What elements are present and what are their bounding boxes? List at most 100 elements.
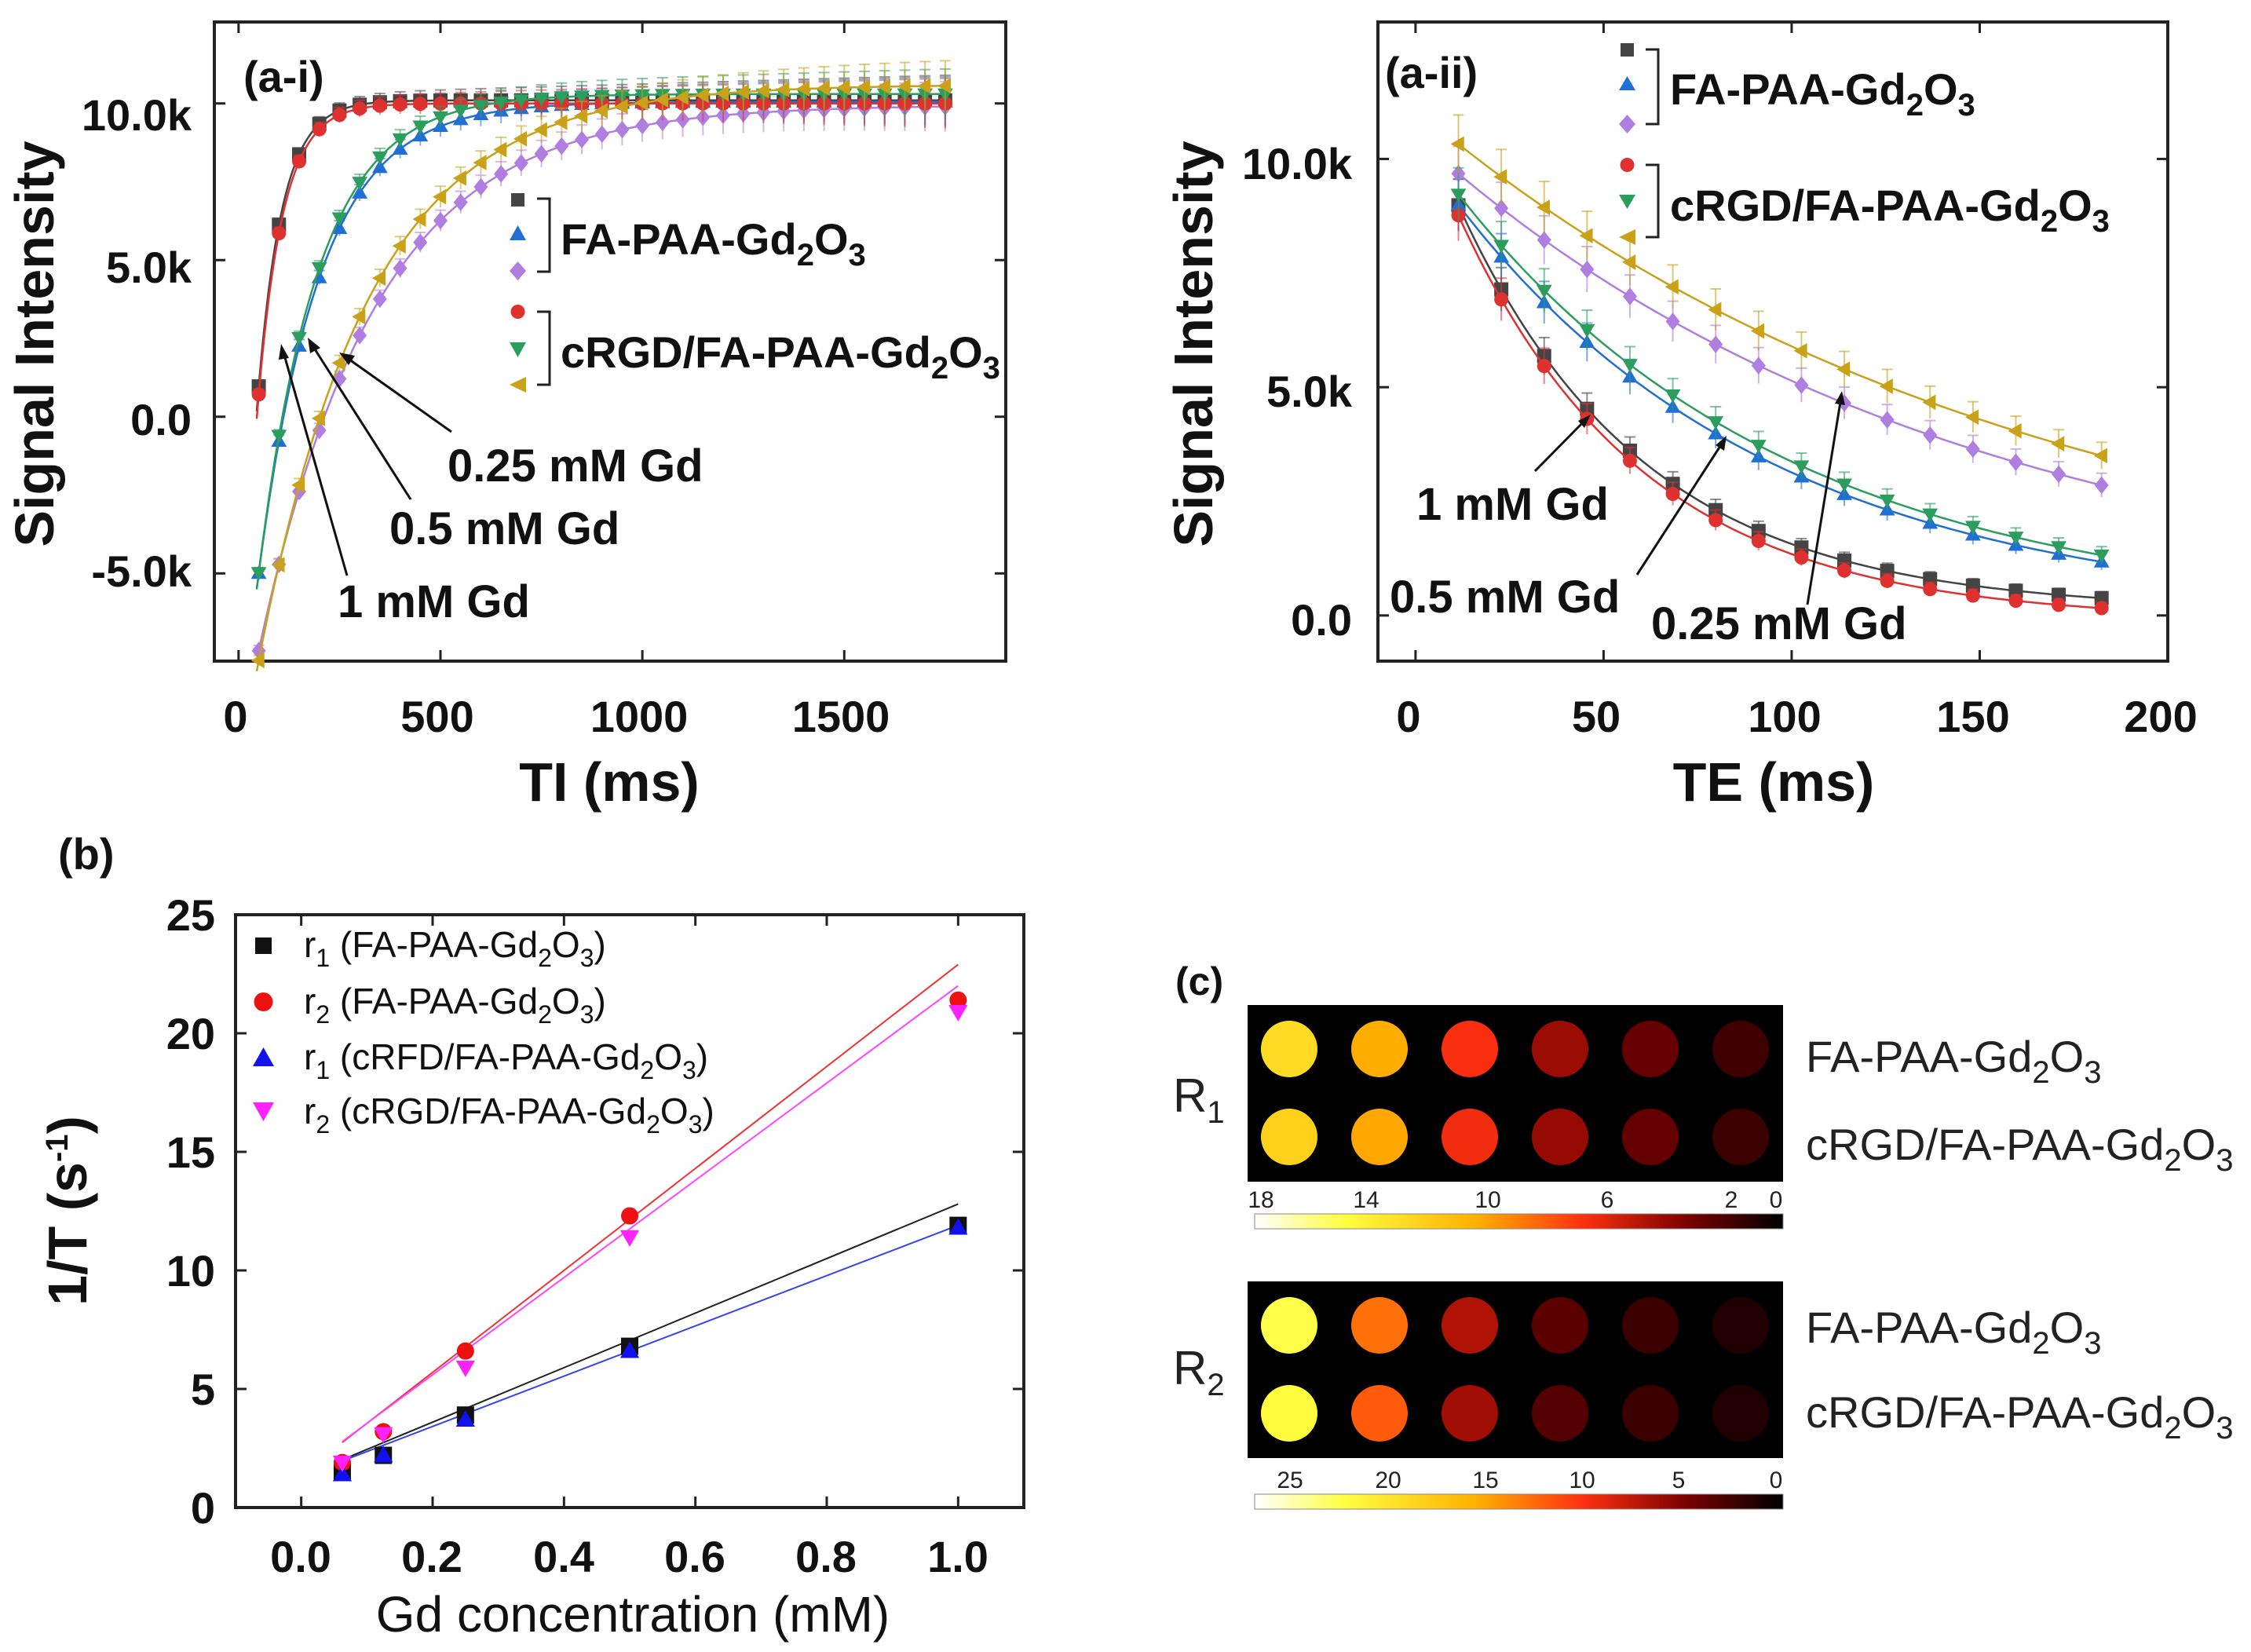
data-point-diamond xyxy=(353,326,367,345)
data-point-triangle-left xyxy=(473,155,487,170)
annotation-arrowhead xyxy=(279,344,289,360)
phantom-well xyxy=(1351,1109,1408,1165)
data-point-diamond xyxy=(655,113,670,132)
x-tick-label: 0.2 xyxy=(401,1532,462,1581)
annotation-arrowhead xyxy=(308,338,320,353)
data-point-circle xyxy=(621,1207,638,1225)
data-point-triangle-left xyxy=(2008,422,2022,439)
legend-marker-triangle-up xyxy=(510,225,526,240)
data-point-triangle-down xyxy=(533,92,550,107)
y-axis-title: Signal Intensity xyxy=(4,141,65,546)
data-point-diamond xyxy=(1622,287,1637,305)
panel-label: (a-ii) xyxy=(1385,48,1478,97)
data-point-triangle-left xyxy=(876,79,890,95)
data-point-triangle-left xyxy=(352,309,366,325)
colorbar xyxy=(1254,1213,1784,1230)
data-point-diamond xyxy=(1880,411,1895,429)
phantom-well xyxy=(1532,1021,1588,1077)
data-point-triangle-down xyxy=(1536,284,1552,298)
data-point-triangle-left xyxy=(513,130,528,147)
colorbar-tick: 18 xyxy=(1248,1187,1273,1213)
data-point-circle xyxy=(272,226,287,241)
phantom-well xyxy=(1712,1021,1769,1077)
data-point-diamond xyxy=(372,290,387,309)
data-point-diamond xyxy=(473,177,488,196)
fit-curve xyxy=(1456,211,2100,609)
data-point-diamond xyxy=(1537,231,1551,249)
legend-marker-square xyxy=(511,193,524,206)
legend: r1 (FA-PAA-Gd2O3) r2 (FA-PAA-Gd2O3) r1 (… xyxy=(253,924,714,1138)
data-point-diamond xyxy=(1494,199,1509,217)
data-point-square xyxy=(1837,553,1852,568)
colorbar xyxy=(1254,1493,1784,1510)
x-axis-title: TE (ms) xyxy=(1673,751,1875,813)
x-tick-label: 500 xyxy=(400,692,473,741)
legend-label: r1 (FA-PAA-Gd2O3) xyxy=(304,924,606,972)
data-point-triangle-down xyxy=(948,1005,968,1022)
row-labels: FA-PAA-Gd2O3 cRGD/FA-PAA-Gd2O3 xyxy=(1806,1303,2233,1446)
data-point-diamond xyxy=(635,116,650,135)
x-tick-label: 200 xyxy=(2124,692,2197,741)
legend-marker-triangle-up xyxy=(1619,76,1635,90)
data-point-triangle-left xyxy=(331,355,345,371)
data-point-triangle-down xyxy=(1836,478,1852,492)
data-point-diamond xyxy=(2052,465,2066,484)
data-point-triangle-left xyxy=(836,79,850,96)
series-group xyxy=(332,963,968,1482)
legend-label: FA-PAA-Gd2O3 xyxy=(561,214,866,272)
colorbar-tick: 25 xyxy=(1277,1467,1303,1493)
y-tick-label: 15 xyxy=(166,1128,215,1177)
data-point-square xyxy=(1751,524,1766,539)
legend-marker-triangle-down xyxy=(510,342,526,357)
data-point-triangle-down xyxy=(2093,549,2110,563)
panel-b: (b) 0.0 0.2 0.4 0.6 0.8 1.0 0 5 10 15 20… xyxy=(37,829,1025,1643)
y-tick-label: -5.0k xyxy=(91,546,192,596)
phantom-well xyxy=(1532,1297,1588,1354)
data-point-triangle-left xyxy=(695,87,709,104)
data-point-triangle-down xyxy=(473,100,489,114)
phantom-well xyxy=(1442,1021,1498,1077)
panel-label: (b) xyxy=(58,829,115,879)
data-point-diamond xyxy=(1751,356,1766,375)
data-point-circle xyxy=(1880,573,1895,588)
data-point-triangle-up xyxy=(331,220,348,234)
data-point-triangle-left xyxy=(594,103,608,119)
data-point-triangle-left xyxy=(1793,342,1807,359)
x-tick-label: 50 xyxy=(1572,692,1621,741)
phantom-well xyxy=(1261,1021,1317,1077)
annotation-label: 0.25 mM Gd xyxy=(1651,598,1907,649)
data-point-triangle-left xyxy=(634,95,649,111)
data-point-triangle-down xyxy=(1579,324,1595,338)
fit-curve xyxy=(1456,202,2101,563)
annotation-arrowhead xyxy=(1716,436,1727,451)
data-point-triangle-left xyxy=(1579,228,1593,244)
data-point-triangle-down xyxy=(619,1230,640,1247)
panel-a-i: 0 500 1000 1500 -5.0k 0.0 5.0k 10.0k TI … xyxy=(4,20,1007,813)
y-tick-label: 0.0 xyxy=(1291,595,1352,645)
fit-curve xyxy=(1456,171,2101,486)
data-point-square xyxy=(1794,540,1809,555)
data-point-circle xyxy=(372,98,387,113)
data-point-triangle-down xyxy=(1750,440,1767,454)
data-point-triangle-left xyxy=(1750,323,1764,339)
data-point-diamond xyxy=(575,130,589,149)
phantom-map-r2 xyxy=(1261,1297,1769,1442)
phantom-map-r1 xyxy=(1261,1021,1769,1165)
data-point-circle xyxy=(413,97,428,111)
legend-marker-circle xyxy=(1620,158,1635,172)
data-point-diamond xyxy=(494,165,509,183)
data-point-circle xyxy=(251,387,266,402)
y-tick-labels: 0 5 10 15 20 25 xyxy=(166,890,215,1533)
x-tick-label: 0.4 xyxy=(533,1532,594,1581)
data-point-triangle-up xyxy=(948,1218,968,1235)
x-tick-label: 0 xyxy=(1396,692,1420,741)
data-point-triangle-left xyxy=(857,79,871,95)
y-tick-labels: -5.0k 0.0 5.0k 10.0k xyxy=(82,90,192,596)
row-label: R2 xyxy=(1173,1342,1225,1402)
data-point-triangle-left xyxy=(1450,136,1464,152)
y-tick-label: 0.0 xyxy=(130,395,192,444)
data-point-triangle-down xyxy=(332,1455,353,1472)
data-point-triangle-down xyxy=(1708,416,1724,430)
annotation-label: 0.5 mM Gd xyxy=(389,503,619,554)
annotation-arrow xyxy=(281,349,349,576)
